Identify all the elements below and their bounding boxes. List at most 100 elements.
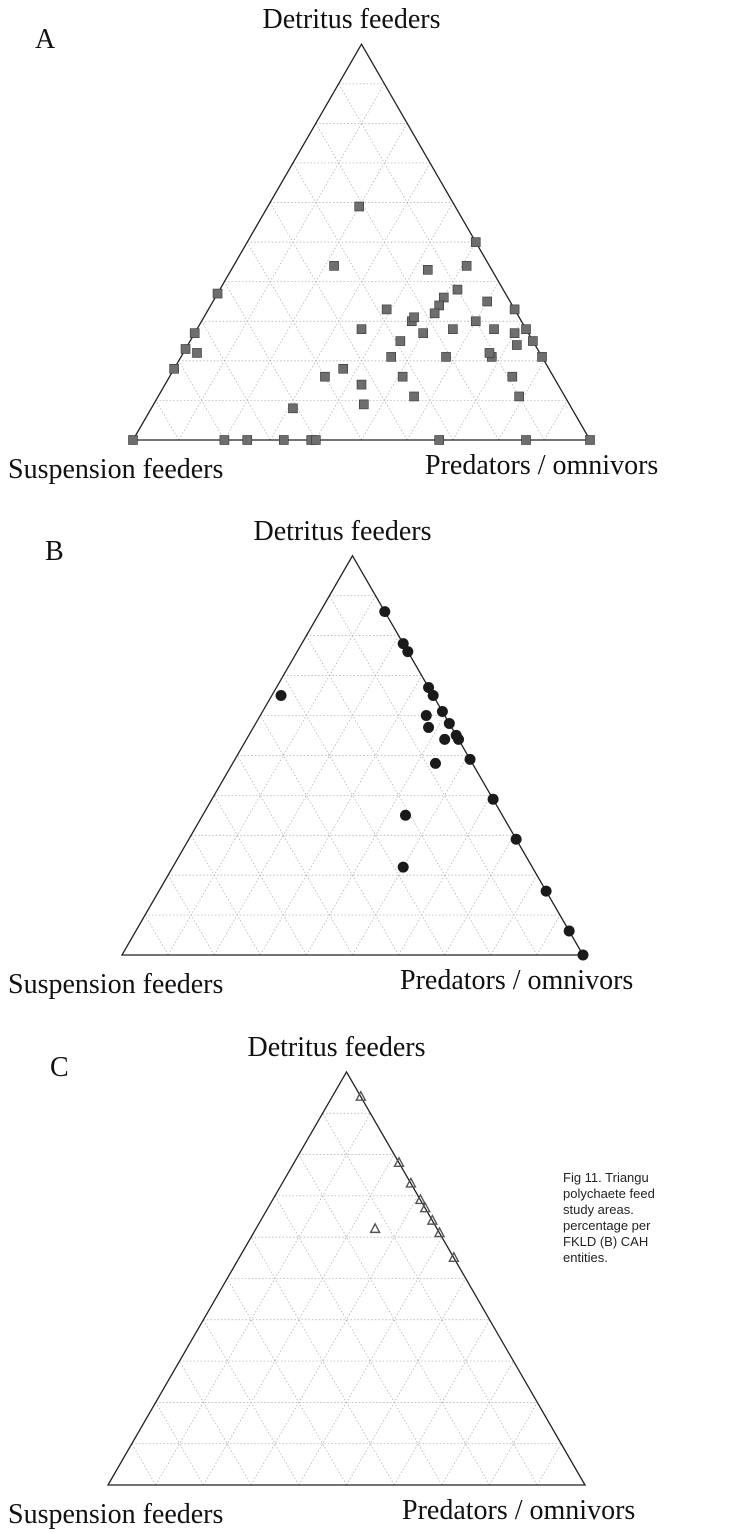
point [180,344,191,354]
point [461,261,472,271]
triangle-frame [106,1070,587,1486]
grid-line [179,1360,252,1486]
point [585,435,595,445]
grid-line [203,1154,395,1486]
point [453,733,465,745]
grid-line [224,281,317,441]
grid-line [338,83,545,441]
caption-line: entities. [563,1250,608,1265]
point [448,1251,460,1262]
grid-line [298,1236,443,1486]
point [356,324,367,334]
point [288,403,298,414]
top-label: Detritus feeders [253,516,431,547]
point [419,1201,431,1213]
grid-line [226,1278,347,1486]
point [356,379,367,390]
grid-line [269,162,431,441]
point [192,348,202,358]
point [169,363,179,374]
caption-line: percentage per [563,1218,651,1233]
point [514,391,524,402]
point [426,1214,439,1225]
caption-line: study areas. [563,1202,634,1217]
grid-line [190,835,261,956]
point [354,201,365,212]
caption-line: Fig 11. Triangu [563,1170,649,1185]
panel-letter: A [35,24,56,55]
point [242,435,253,445]
grid-line [398,795,492,956]
point [338,363,349,374]
point [452,284,463,295]
grid-line [167,595,376,956]
point [275,689,287,701]
point [369,1222,381,1234]
point [397,638,409,650]
point [386,352,397,362]
grid-line [155,400,180,441]
point [434,435,444,445]
point [429,308,440,319]
point [429,757,441,769]
point [470,316,481,327]
top-label: Detritus feeders [262,4,440,35]
right-label: Predators / omnivors [425,450,658,481]
grid-line [322,1113,538,1486]
grid-line [444,835,515,956]
point [414,1193,427,1205]
left-label: Suspension feeders [8,454,223,485]
point [423,682,435,694]
point [320,371,330,382]
point [402,646,414,658]
point [512,340,522,350]
point [409,312,419,323]
point [409,391,419,402]
point [540,885,552,897]
point [355,1090,367,1101]
point [400,809,412,821]
panel-letter: C [50,1052,69,1083]
point [219,435,230,445]
point [279,435,289,445]
right-label: Predators / omnivors [402,1495,635,1526]
grid-line [213,795,307,956]
grid-line [167,874,215,956]
point [482,296,492,307]
point [443,717,455,729]
point [128,435,138,445]
caption-line: polychaete feed [563,1186,655,1201]
point [420,709,432,721]
grid-line [250,1236,395,1486]
grid-line [144,914,169,956]
point [422,265,433,275]
grid-line [543,400,568,441]
grid-line [283,675,446,956]
grid-line [250,1195,419,1486]
grid-line [352,755,469,956]
grid-line [178,360,225,441]
grid-line [329,595,538,956]
point [405,1176,417,1188]
point [423,721,435,733]
point [379,606,391,618]
grid-line [346,1278,467,1486]
point [418,328,428,338]
grid-line [298,1154,490,1486]
point [212,288,223,299]
triangle-frame [120,554,585,956]
point [189,328,200,338]
point [521,435,531,445]
grid-line [246,241,362,441]
point [509,304,520,315]
grid-line [393,1319,490,1486]
grid-line [490,874,538,956]
grid-line [131,1443,157,1486]
point [433,1226,446,1238]
left-label: Suspension feeders [8,1499,223,1530]
caption-line: FKLD (B) CAH [563,1234,648,1249]
grid-line [441,1360,514,1486]
grid-line [178,83,385,441]
point [537,352,547,362]
